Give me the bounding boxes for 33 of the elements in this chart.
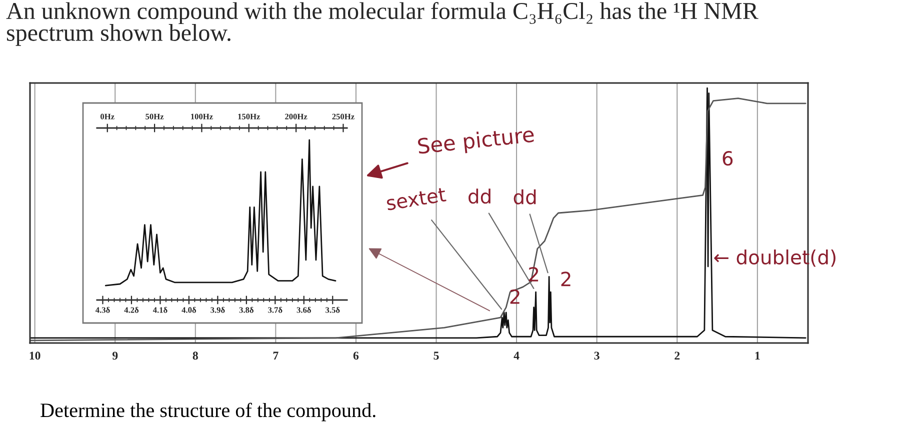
- annotation: See picture: [418, 126, 535, 158]
- x-tick-label: 3.8δ: [239, 306, 254, 313]
- x-tick-label: 9: [112, 352, 118, 360]
- x-tick-label: 5: [434, 352, 439, 360]
- x2-tick-label: 0Hz: [100, 114, 114, 120]
- x-tick-label: 10: [30, 352, 40, 360]
- annotation: dd: [468, 188, 490, 204]
- x-tick-label: 4: [514, 352, 520, 360]
- x2-tick-label: 250Hz: [332, 114, 354, 120]
- x2-tick-label: 150Hz: [238, 114, 260, 120]
- x-tick-label: 1: [755, 352, 760, 360]
- x-tick-label: 2: [674, 352, 680, 360]
- x-tick-label: 8: [192, 352, 198, 360]
- x-tick-label: 3.5δ: [326, 306, 340, 313]
- chart-title: An unknown compound with the molecular formula C₃H₆Cl₂ has the ¹H NMR spectrum shown below.: [6, 2, 758, 46]
- x-tick-label: 3.9δ: [210, 306, 225, 313]
- x-tick-label: 4.3δ: [95, 306, 110, 313]
- x2-tick-label: 100Hz: [191, 114, 213, 120]
- annotation: 2: [561, 272, 570, 286]
- annotation: sextet: [386, 188, 446, 211]
- annotation: 6: [722, 150, 733, 166]
- x-tick-label: 4.2δ: [124, 306, 139, 313]
- x-tick-label: 3.6δ: [296, 306, 311, 313]
- x-tick-label: 7: [273, 352, 278, 360]
- x-tick-label: 4.0δ: [182, 306, 196, 313]
- x2-tick-label: 200Hz: [285, 114, 308, 120]
- x-tick-label: 6: [353, 352, 359, 360]
- text: Determine the structure of the compound.: [40, 402, 376, 422]
- x2-tick-label: 50Hz: [146, 114, 164, 120]
- x-tick-label: 3: [594, 352, 600, 360]
- annotation: dd: [514, 189, 536, 204]
- x-tick-label: 4.1δ: [152, 306, 168, 313]
- x-tick-label: 3.7δ: [268, 306, 282, 313]
